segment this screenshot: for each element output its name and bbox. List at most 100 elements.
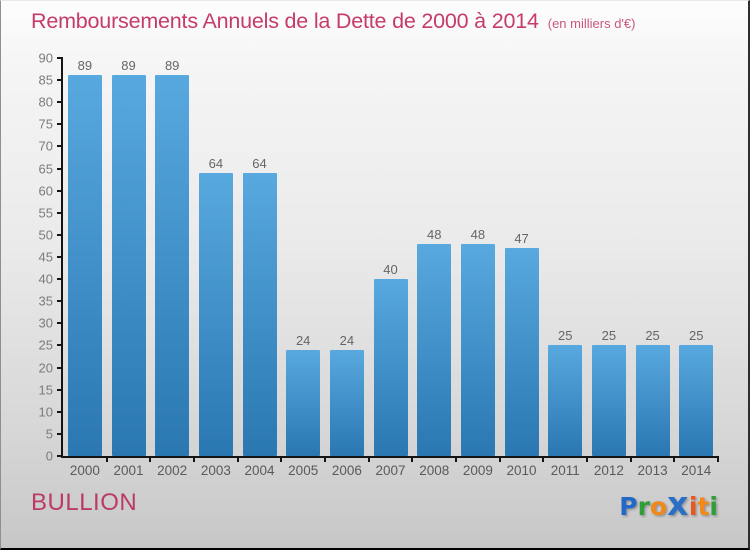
y-tick-label: 80	[38, 94, 53, 110]
bar	[329, 349, 364, 456]
logo-letter: i	[688, 492, 698, 521]
bar	[155, 75, 190, 456]
y-tick-label: 5	[45, 426, 53, 442]
bar	[679, 345, 714, 456]
y-tick-label: 15	[38, 382, 53, 398]
x-tick-mark	[149, 456, 152, 462]
y-tick-mark	[57, 344, 63, 347]
x-tick-label: 2002	[157, 463, 188, 478]
plot-area: 0 5 10 15 20 25 30 35 40 45 50 55 60 65 70 75 80 85 90 89 8…	[39, 52, 719, 478]
x-tick-mark	[629, 456, 632, 462]
bar-value-label: 89	[77, 58, 93, 73]
y-tick-label: 40	[38, 271, 53, 287]
bar	[591, 345, 626, 456]
logo-letter: P	[619, 492, 638, 521]
logo-letter: t	[697, 492, 710, 521]
x-tick-label: 2008	[419, 463, 450, 478]
y-tick-label: 10	[38, 404, 53, 420]
y-tick-mark	[57, 455, 63, 457]
bar	[286, 349, 321, 456]
bar-slot: 64	[238, 58, 282, 456]
bar-value-label: 25	[689, 328, 704, 344]
bar-slot: 64	[194, 58, 238, 456]
chart-subtitle: (en milliers d'€)	[547, 16, 636, 31]
x-tick-mark	[542, 456, 545, 462]
x-tick-mark	[411, 456, 414, 462]
location-label: BULLION	[31, 489, 138, 516]
bar-slot: 89	[63, 58, 107, 456]
y-tick-mark	[57, 189, 63, 192]
y-tick-mark	[57, 432, 63, 435]
x-tick-label: 2010	[506, 463, 537, 478]
x-tick-mark	[193, 456, 195, 462]
y-tick-mark	[57, 410, 63, 413]
y-tick-label: 25	[38, 337, 53, 353]
x-tick-mark	[236, 456, 239, 462]
bar-value-label: 89	[164, 58, 180, 73]
x-tick-label: 2009	[462, 463, 493, 478]
y-tick-label: 0	[45, 448, 53, 464]
y-tick-mark	[57, 101, 63, 104]
bar-value-label: 47	[514, 231, 529, 247]
x-tick-mark	[498, 456, 501, 462]
logo-letter: x	[667, 484, 689, 523]
y-tick-mark	[57, 211, 63, 214]
logo-letter: r	[637, 492, 650, 521]
bar-slot: 89	[150, 58, 194, 456]
y-tick-label: 55	[38, 205, 53, 221]
bar-slot: 25	[674, 58, 718, 456]
y-tick-mark	[57, 278, 63, 281]
y-tick-label: 35	[38, 293, 53, 309]
y-tick-mark	[57, 366, 63, 369]
bar	[417, 243, 452, 456]
y-tick-mark	[57, 388, 63, 391]
y-tick-label: 75	[38, 116, 53, 132]
x-tick-label: 2011	[550, 463, 580, 478]
y-tick-label: 85	[38, 72, 53, 88]
logo-letter: i	[709, 492, 718, 521]
y-tick-mark	[57, 57, 63, 59]
bar-value-label: 64	[208, 155, 224, 171]
y-tick-mark	[57, 79, 63, 82]
x-tick-label: 2012	[593, 463, 624, 478]
y-tick-mark	[57, 322, 63, 325]
x-tick-label: 2000	[69, 463, 100, 478]
y-tick-label: 70	[38, 138, 53, 154]
bar-value-label: 89	[121, 58, 136, 73]
bar	[111, 75, 146, 456]
bar-value-label: 25	[557, 328, 573, 344]
y-tick-label: 45	[38, 249, 53, 265]
bar-value-label: 25	[601, 328, 617, 344]
logo-letter: o	[649, 492, 668, 521]
y-tick-mark	[57, 123, 63, 126]
x-tick-label: 2005	[288, 463, 319, 478]
x-tick-mark	[324, 456, 326, 462]
bar	[460, 243, 495, 456]
bar-slot: 25	[631, 58, 675, 456]
chart-title: Remboursements Annuels de la Dette de 20…	[31, 9, 539, 33]
bar-value-label: 24	[295, 332, 311, 348]
y-tick-mark	[57, 145, 63, 148]
y-tick-label: 30	[38, 315, 53, 331]
bar	[548, 345, 583, 456]
bar-slot: 24	[281, 58, 325, 456]
bar-slot: 40	[369, 58, 413, 456]
bar-value-label: 64	[252, 155, 267, 171]
x-tick-label: 2003	[200, 463, 231, 478]
chart-header: Remboursements Annuels de la Dette de 20…	[31, 9, 635, 34]
bar	[242, 172, 277, 456]
x-tick-label: 2001	[113, 463, 144, 478]
bar	[198, 172, 233, 456]
y-tick-label: 50	[38, 227, 53, 243]
bar	[67, 75, 102, 456]
bar	[635, 345, 670, 456]
bar-slot: 25	[543, 58, 587, 456]
bar-value-label: 48	[426, 226, 442, 242]
bar-value-label: 40	[383, 262, 398, 278]
bar-slot: 89	[107, 58, 151, 456]
y-tick-mark	[57, 300, 63, 303]
bar	[504, 248, 539, 456]
bar-slot: 47	[500, 58, 544, 456]
